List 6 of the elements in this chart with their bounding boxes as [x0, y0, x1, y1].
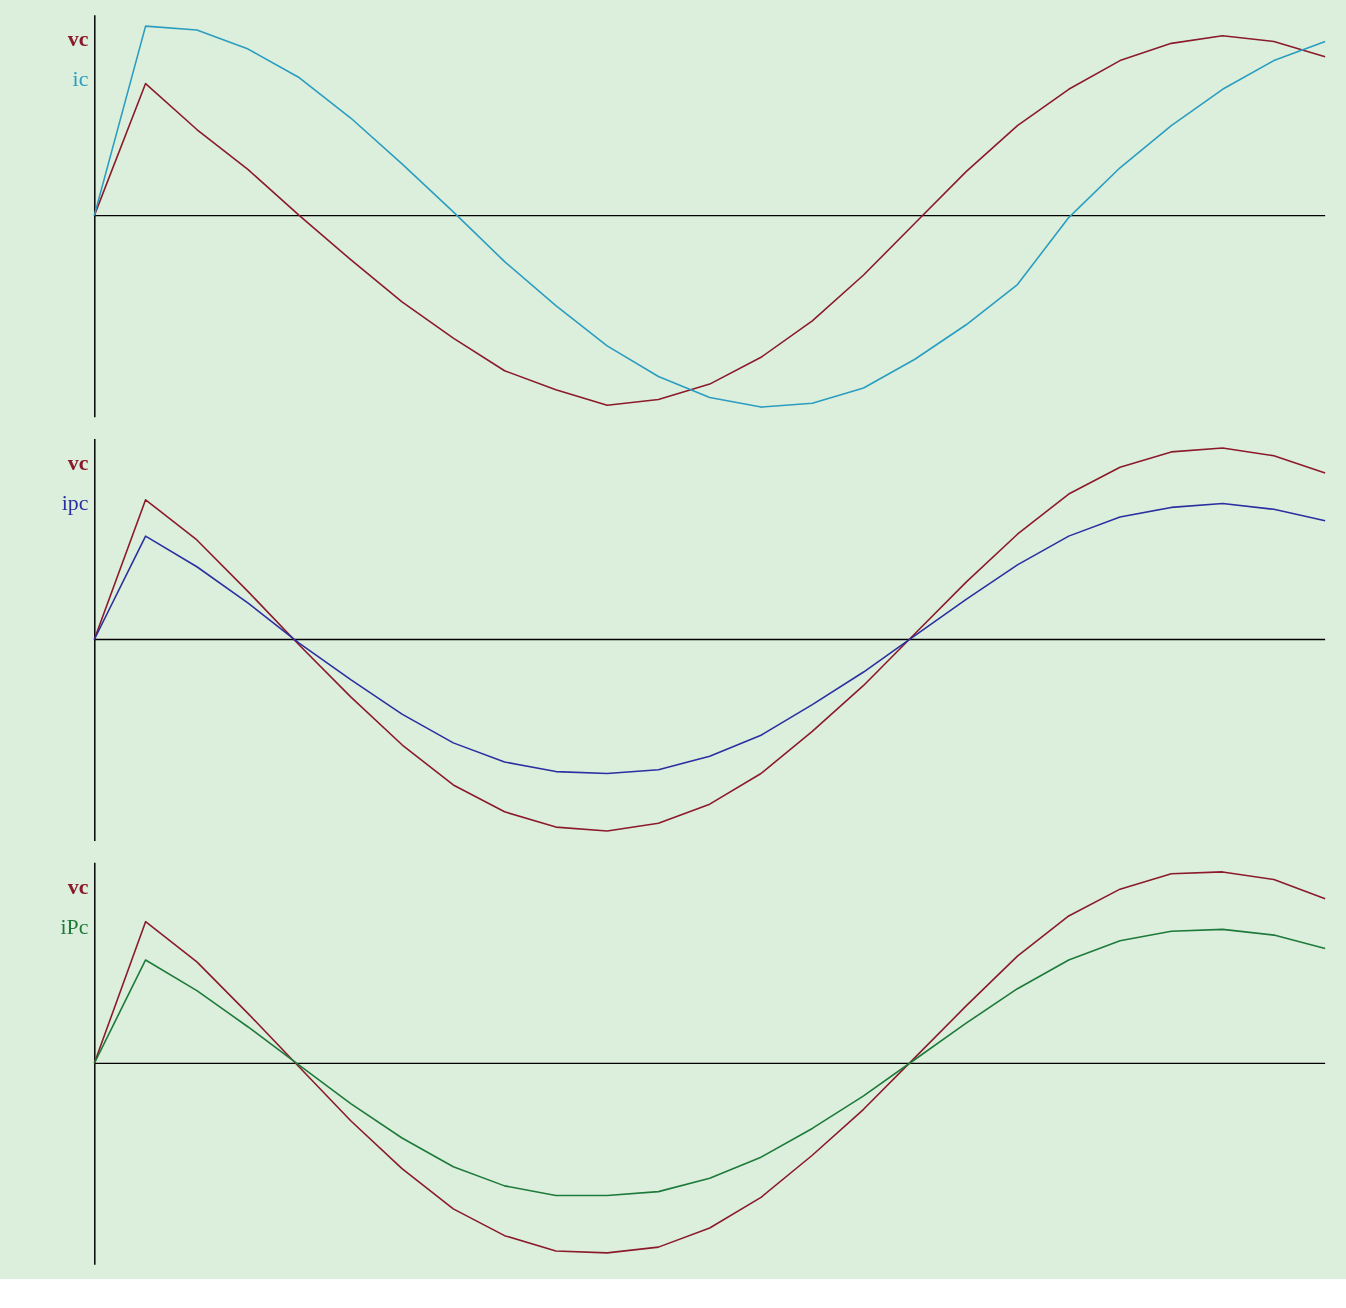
series-label: ic — [72, 67, 89, 92]
text: vc — [67, 875, 89, 900]
text: ipc — [61, 490, 89, 515]
text: vc — [67, 451, 89, 476]
text: iPc — [60, 914, 89, 939]
text: vc — [67, 27, 89, 52]
